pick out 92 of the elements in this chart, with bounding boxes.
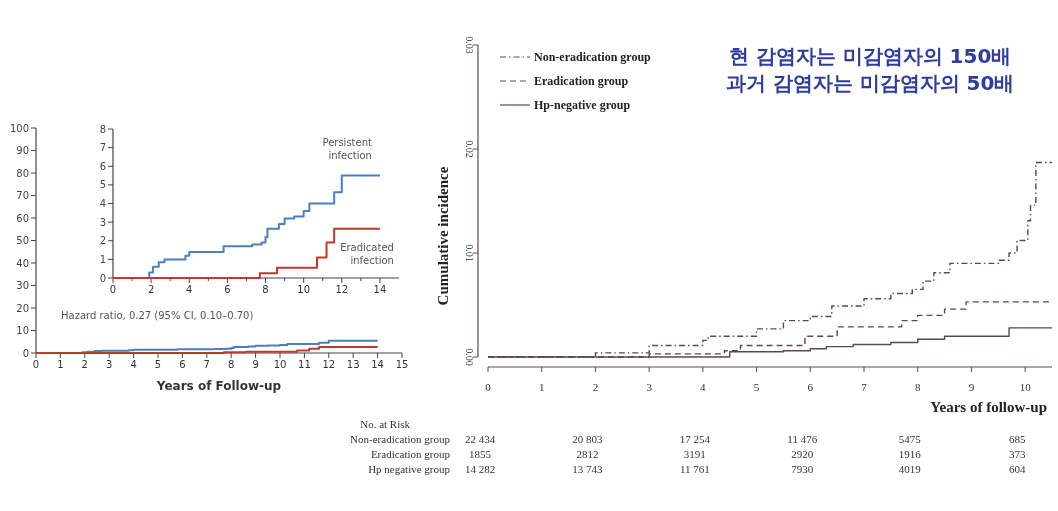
y-tick-label: 0.03 <box>464 36 475 54</box>
x-tick-label: 8 <box>914 381 921 393</box>
x-tick-label: 8 <box>228 359 235 370</box>
x-tick-label: 5 <box>154 359 162 370</box>
x-tick-label: 0 <box>32 359 40 370</box>
text: 22 434 <box>464 433 496 445</box>
x-tick-label: 11 <box>298 359 311 370</box>
y-tick-label: 60 <box>16 212 29 224</box>
y-tick-label: 7 <box>99 142 106 154</box>
x-tick-label: 4 <box>130 359 137 370</box>
annotation: 과거 감염자는 미감염자의 50배 <box>725 71 1015 95</box>
x-tick-label: 3 <box>106 359 113 370</box>
y-tick-label: 50 <box>16 235 29 246</box>
text: 685 <box>1008 433 1026 445</box>
x-tick-label: 7 <box>861 381 868 393</box>
x-tick-label: 9 <box>968 381 975 393</box>
x-tick-label: 3 <box>646 381 653 393</box>
text: Non-eradication group <box>350 433 451 445</box>
y-tick-label: 0.01 <box>464 244 475 262</box>
y-tick-label: 10 <box>16 325 29 336</box>
x-tick-label: 10 <box>297 284 311 295</box>
x-tick-label: 2 <box>592 381 599 393</box>
legend-label: Non-eradication group <box>534 50 652 64</box>
y-tick-label: 5 <box>99 179 106 191</box>
y-tick-label: 100 <box>9 122 29 134</box>
text: 2920 <box>791 448 814 460</box>
text: 5475 <box>898 433 922 445</box>
text: 604 <box>1008 463 1026 475</box>
text: 2812 <box>576 448 599 460</box>
text: No. at Risk <box>360 418 411 430</box>
x-tick-label: 12 <box>322 359 336 370</box>
series-label: Persistent infection <box>322 136 373 161</box>
x-tick-label: 2 <box>81 359 88 370</box>
y-tick-label: 90 <box>16 145 29 156</box>
x-tick-label: 8 <box>262 284 269 295</box>
text: 1855 <box>469 448 492 460</box>
x-tick-label: 13 <box>346 359 360 370</box>
y-tick-label: 0 <box>22 347 29 359</box>
x-tick-label: 0 <box>109 284 117 295</box>
y-tick-label: 3 <box>99 216 106 228</box>
text: 11 761 <box>679 463 710 475</box>
y-tick-label: 40 <box>16 257 29 269</box>
x-tick-label: 6 <box>179 359 186 370</box>
x-tick-label: 4 <box>700 381 707 393</box>
text: 3191 <box>683 448 706 460</box>
x-tick-label: 2 <box>147 284 155 295</box>
x-tick-label: 15 <box>395 359 409 370</box>
text: Hp negative group <box>368 463 451 475</box>
text: 373 <box>1008 448 1026 460</box>
text: 4019 <box>898 463 922 475</box>
text: 20 803 <box>572 433 604 445</box>
y-tick-label: 0.02 <box>464 140 475 158</box>
x-axis-title: Years of follow-up <box>930 399 1047 415</box>
x-tick-label: 6 <box>224 284 231 295</box>
y-tick-label: 0.00 <box>464 348 475 366</box>
x-tick-label: 1 <box>57 359 64 370</box>
x-tick-label: 12 <box>335 284 349 295</box>
y-tick-label: 20 <box>16 302 29 314</box>
x-tick-label: 7 <box>203 359 210 370</box>
series-label: Eradicated infection <box>340 241 394 266</box>
x-tick-label: 10 <box>273 359 287 370</box>
annotation: Hazard ratio, 0.27 (95% CI, 0.10–0.70) <box>61 310 254 322</box>
x-tick-label: 1 <box>538 381 545 393</box>
y-tick-label: 0 <box>99 272 106 284</box>
x-tick-label: 10 <box>1019 381 1032 393</box>
y-tick-label: 6 <box>99 160 106 172</box>
legend-label: Eradication group <box>534 74 629 88</box>
annotation: 현 감염자는 미감염자의 150배 <box>728 44 1012 68</box>
y-tick-label: 70 <box>16 190 29 201</box>
legend-label: Hp-negative group <box>534 98 631 112</box>
y-tick-label: 80 <box>16 167 29 179</box>
text: 14 282 <box>464 463 496 475</box>
y-tick-label: 1 <box>99 253 106 265</box>
x-tick-label: 0 <box>485 381 492 393</box>
text: 17 254 <box>679 433 711 445</box>
text: 11 476 <box>787 433 818 445</box>
x-tick-label: 6 <box>807 381 814 393</box>
x-tick-label: 9 <box>252 359 259 370</box>
text: 7930 <box>791 463 814 475</box>
y-tick-label: 30 <box>16 280 29 291</box>
y-tick-label: 8 <box>99 123 106 135</box>
text: 13 743 <box>572 463 604 475</box>
x-tick-label: 14 <box>373 284 387 295</box>
y-tick-label: 4 <box>99 198 106 209</box>
y-tick-label: 2 <box>99 235 106 247</box>
y-axis-title: Cumulative incidence <box>435 166 451 306</box>
x-tick-label: 5 <box>753 381 760 393</box>
x-tick-label: 14 <box>371 359 384 370</box>
x-axis-title: Years of Follow-up <box>155 379 282 393</box>
text: Eradication group <box>370 448 451 460</box>
text: 1916 <box>898 448 922 460</box>
x-tick-label: 4 <box>186 284 193 295</box>
